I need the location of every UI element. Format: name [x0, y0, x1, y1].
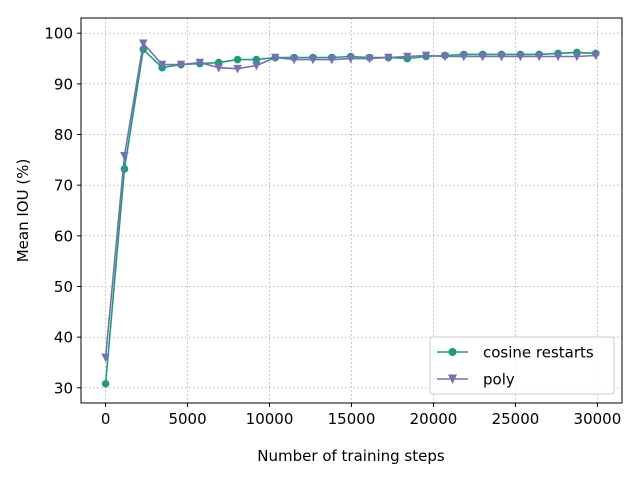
data-point-poly: [252, 61, 261, 71]
legend-entry-cosine-restarts: cosine restarts: [437, 344, 594, 362]
data-point-poly: [214, 63, 223, 73]
data-point-poly: [403, 52, 412, 62]
x-tick-label: 30000: [574, 410, 622, 428]
data-point-poly: [346, 54, 355, 64]
data-point-poly: [139, 39, 148, 49]
legend: cosine restarts poly: [429, 336, 615, 395]
data-point-cosine-restarts: [101, 379, 110, 388]
data-point-poly: [365, 54, 374, 64]
y-tick-label: 90: [54, 75, 73, 93]
y-tick-label: 100: [44, 25, 73, 43]
x-tick-label: 25000: [492, 410, 540, 428]
data-point-poly: [591, 51, 600, 61]
y-tick-label: 40: [54, 329, 73, 347]
series-line-poly: [104, 42, 596, 358]
y-tick-label: 60: [54, 227, 73, 245]
data-point-poly: [101, 353, 110, 363]
data-point-poly: [384, 53, 393, 63]
series-line-cosine-restarts: [104, 48, 596, 384]
x-tick-label: 20000: [410, 410, 458, 428]
data-point-poly: [327, 55, 337, 65]
x-tick-label: 15000: [328, 410, 376, 428]
legend-marker-poly: [448, 374, 457, 384]
y-tick-label: 80: [54, 126, 73, 144]
data-point-poly: [176, 60, 186, 70]
data-point-poly: [308, 55, 318, 65]
plot-series: [101, 39, 600, 388]
grid: [81, 18, 622, 403]
data-point-poly: [497, 52, 506, 62]
data-point-poly: [535, 52, 544, 62]
data-point-poly: [572, 52, 582, 62]
x-tick-label: 0: [101, 410, 111, 428]
data-point-poly: [516, 52, 525, 62]
x-tick-label: 10000: [246, 410, 294, 428]
legend-box: [429, 336, 615, 395]
y-tick-label: 70: [54, 177, 73, 195]
axis-ticks: 0 5000 10000 15000 20000 25000 30000 30 40 50 60 70…: [44, 25, 621, 428]
data-point-poly: [157, 60, 167, 70]
data-point-poly: [478, 52, 487, 62]
data-point-poly: [553, 52, 563, 62]
legend-label-cosine-restarts: cosine restarts: [483, 344, 594, 362]
data-point-poly: [271, 53, 280, 63]
legend-entry-poly: poly: [437, 371, 515, 389]
y-tick-label: 50: [54, 278, 73, 296]
data-point-cosine-restarts: [233, 55, 242, 64]
x-tick-label: 5000: [168, 410, 206, 428]
data-point-cosine-restarts: [120, 165, 129, 173]
series-cosine-restarts: [101, 45, 600, 388]
data-point-poly: [459, 52, 468, 62]
data-point-poly: [120, 151, 129, 161]
x-axis-label: Number of training steps: [257, 447, 445, 465]
data-point-poly: [421, 51, 431, 61]
data-point-poly: [233, 64, 242, 74]
legend-marker-cosine-restarts: [448, 348, 457, 356]
data-point-cosine-restarts: [252, 55, 261, 64]
data-point-poly: [440, 52, 450, 62]
series-poly: [101, 39, 600, 363]
legend-label-poly: poly: [483, 371, 515, 389]
y-axis-label: Mean IOU (%): [14, 159, 32, 263]
data-point-poly: [289, 55, 299, 65]
y-tick-label: 30: [54, 379, 73, 397]
data-point-poly: [195, 58, 205, 68]
